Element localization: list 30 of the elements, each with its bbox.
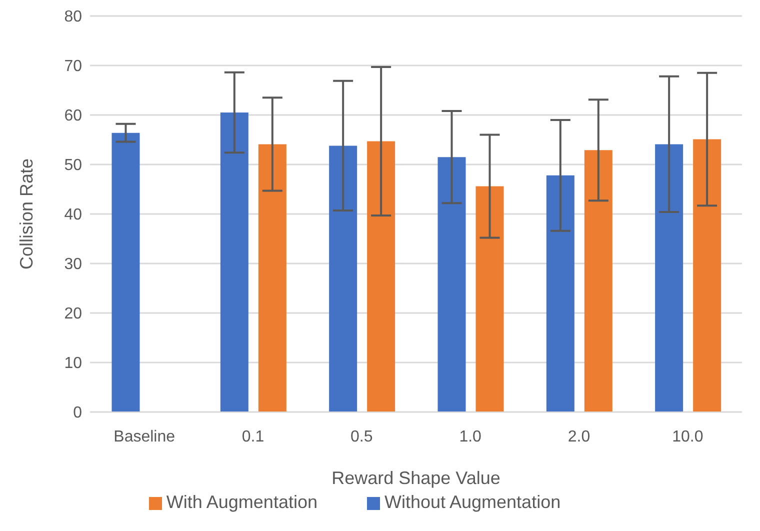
y-tick-label: 20 bbox=[64, 306, 82, 323]
bar bbox=[220, 112, 248, 412]
bar bbox=[367, 141, 396, 412]
y-tick-label: 30 bbox=[64, 256, 82, 274]
x-axis-title: Reward Shape Value bbox=[332, 468, 500, 488]
y-tick-label: 70 bbox=[64, 58, 82, 76]
bar bbox=[258, 144, 286, 412]
y-tick-label: 0 bbox=[73, 404, 82, 422]
y-tick-label: 50 bbox=[64, 157, 82, 174]
bar bbox=[476, 186, 504, 412]
x-tick-label: 0.5 bbox=[350, 428, 373, 446]
y-tick-label: 10 bbox=[64, 355, 82, 372]
x-tick-label: 10.0 bbox=[672, 428, 704, 446]
y-tick-label: 80 bbox=[64, 8, 82, 26]
legend-label: With Augmentation bbox=[166, 492, 318, 512]
y-tick-label: 60 bbox=[64, 108, 82, 125]
bar bbox=[329, 146, 358, 412]
y-axis-title: Collision Rate bbox=[16, 158, 36, 270]
legend-label: Without Augmentation bbox=[384, 492, 561, 512]
bar bbox=[584, 150, 612, 412]
bar bbox=[546, 175, 574, 412]
bar bbox=[438, 157, 466, 412]
bar bbox=[693, 139, 722, 412]
x-tick-label: 1.0 bbox=[459, 428, 482, 446]
x-tick-label: Baseline bbox=[114, 428, 176, 446]
x-tick-label: 2.0 bbox=[568, 428, 590, 446]
x-tick-label: 0.1 bbox=[242, 428, 264, 446]
bar bbox=[112, 132, 140, 412]
bar bbox=[655, 144, 684, 412]
y-tick-label: 40 bbox=[64, 206, 82, 224]
